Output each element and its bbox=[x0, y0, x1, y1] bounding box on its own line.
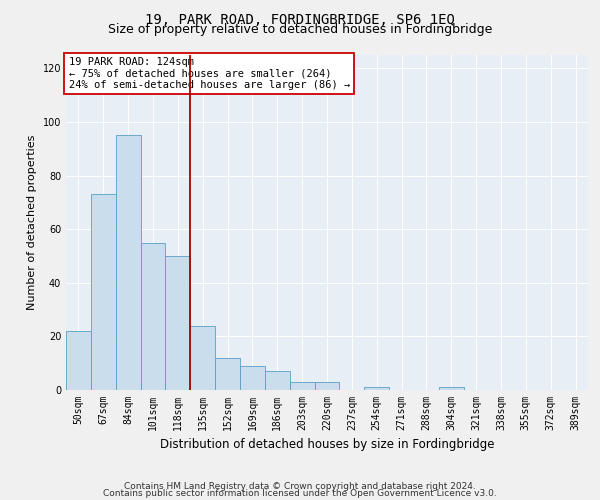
Bar bbox=[140, 242, 166, 390]
Bar bbox=[116, 136, 140, 390]
Bar bbox=[66, 331, 91, 390]
Bar bbox=[215, 358, 240, 390]
Bar bbox=[240, 366, 265, 390]
Y-axis label: Number of detached properties: Number of detached properties bbox=[27, 135, 37, 310]
Bar bbox=[439, 388, 464, 390]
Text: 19, PARK ROAD, FORDINGBRIDGE, SP6 1EQ: 19, PARK ROAD, FORDINGBRIDGE, SP6 1EQ bbox=[145, 12, 455, 26]
Bar bbox=[364, 388, 389, 390]
Bar bbox=[290, 382, 314, 390]
Bar bbox=[190, 326, 215, 390]
Text: Contains HM Land Registry data © Crown copyright and database right 2024.: Contains HM Land Registry data © Crown c… bbox=[124, 482, 476, 491]
Bar bbox=[265, 371, 290, 390]
Bar bbox=[314, 382, 340, 390]
Text: 19 PARK ROAD: 124sqm
← 75% of detached houses are smaller (264)
24% of semi-deta: 19 PARK ROAD: 124sqm ← 75% of detached h… bbox=[68, 56, 350, 90]
Bar bbox=[166, 256, 190, 390]
Text: Contains public sector information licensed under the Open Government Licence v3: Contains public sector information licen… bbox=[103, 490, 497, 498]
X-axis label: Distribution of detached houses by size in Fordingbridge: Distribution of detached houses by size … bbox=[160, 438, 494, 452]
Text: Size of property relative to detached houses in Fordingbridge: Size of property relative to detached ho… bbox=[108, 22, 492, 36]
Bar bbox=[91, 194, 116, 390]
